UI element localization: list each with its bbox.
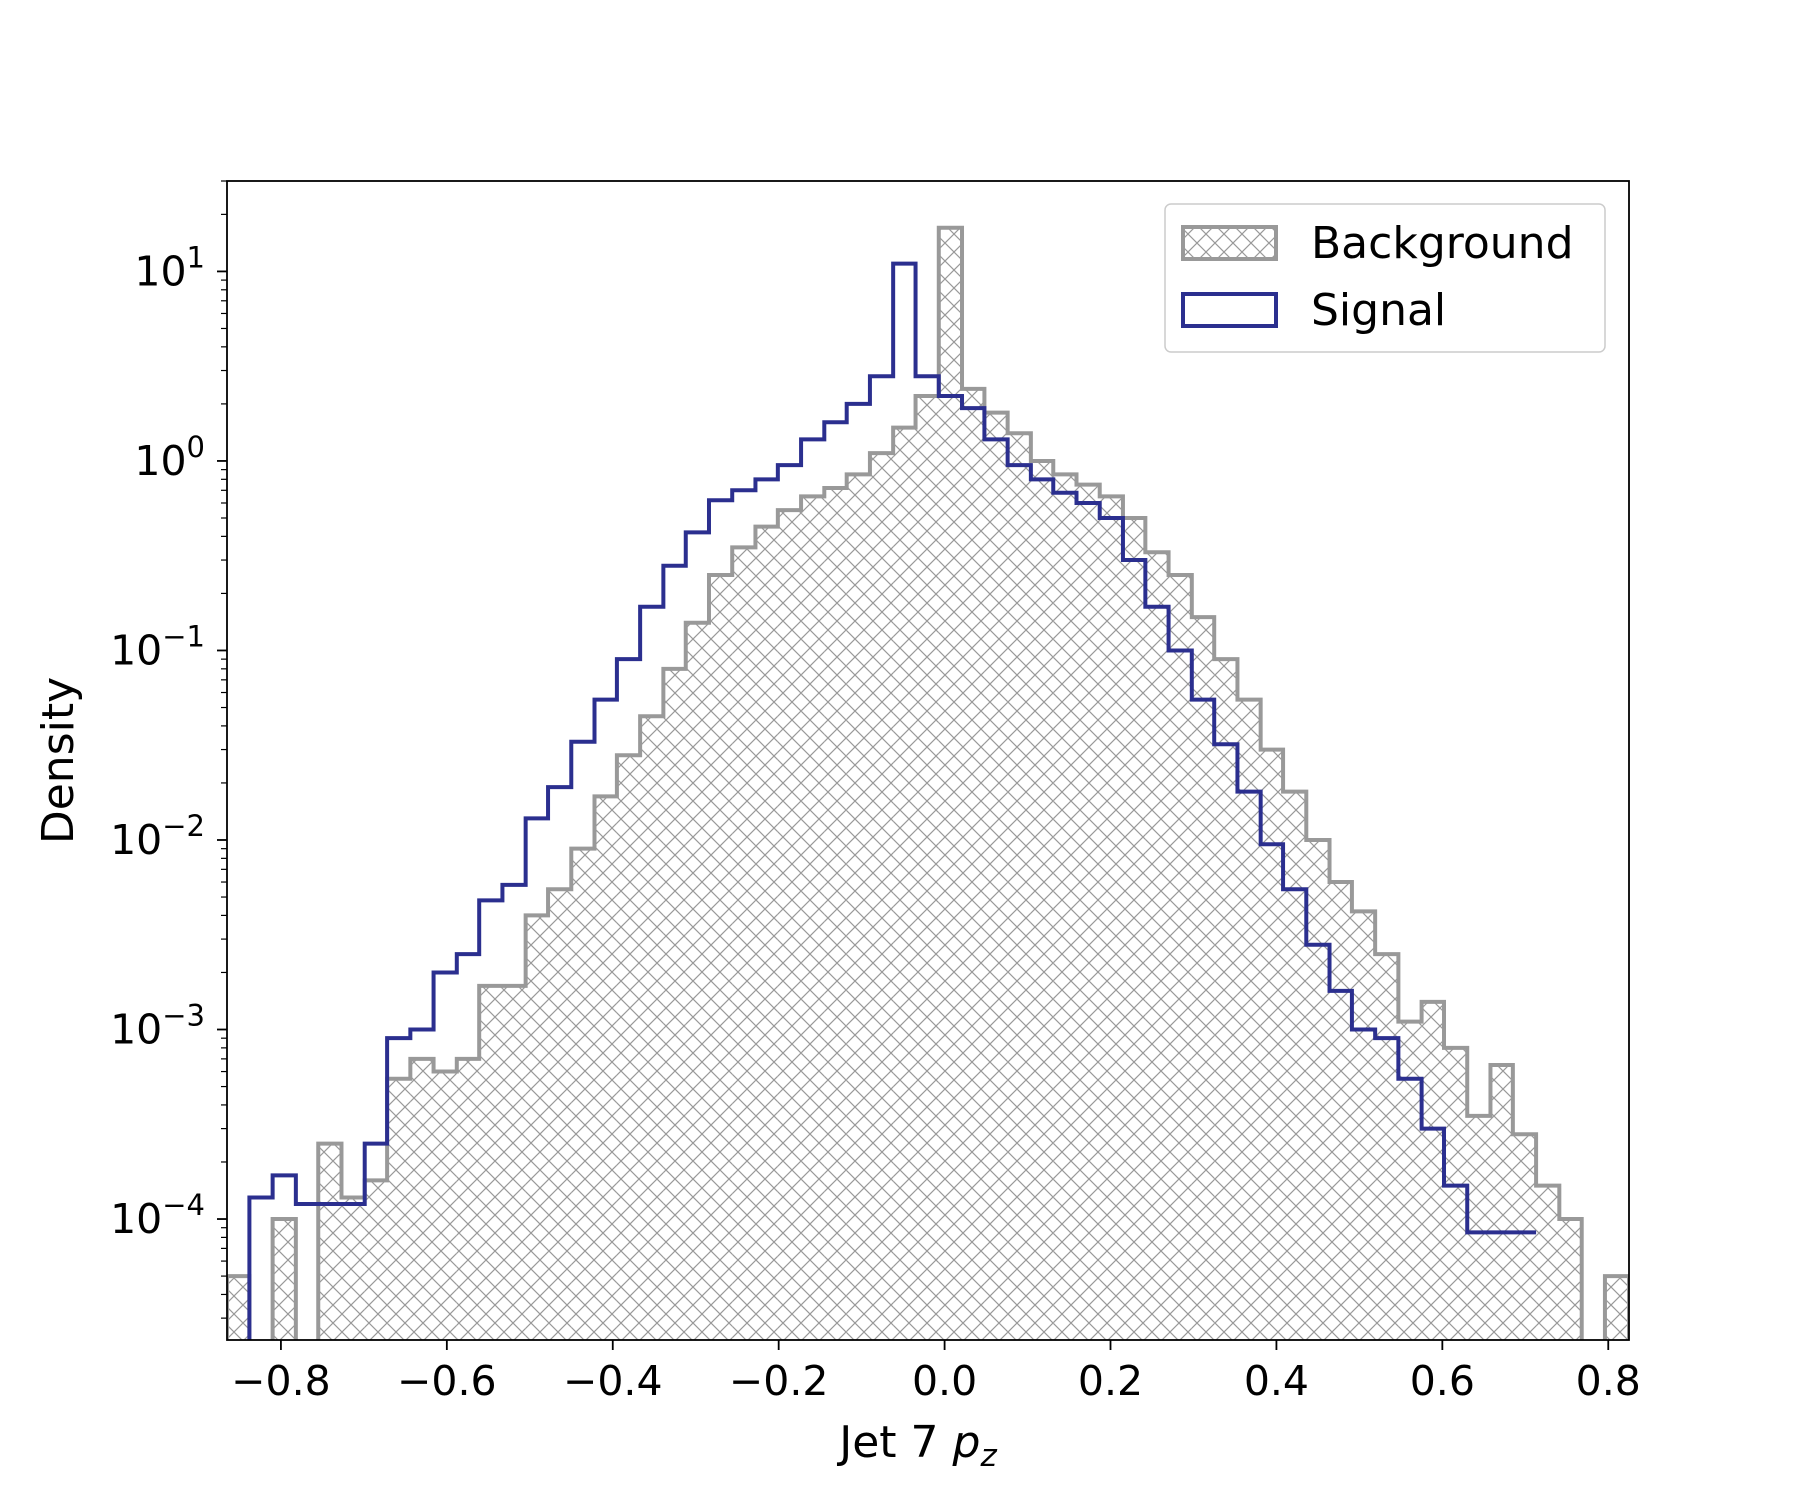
- background-bar: [640, 716, 664, 1340]
- background-bar: [1421, 1001, 1445, 1340]
- background-bar: [1283, 791, 1307, 1340]
- background-bar: [410, 1058, 434, 1340]
- background-bar: [1559, 1219, 1582, 1340]
- x-tick-label: 0.6: [1410, 1357, 1475, 1405]
- background-bar: [1604, 1276, 1629, 1340]
- background-bar: [893, 427, 916, 1340]
- legend-swatch-signal: [1181, 292, 1278, 328]
- background-bar: [1214, 659, 1238, 1340]
- background-bar: [525, 915, 549, 1340]
- x-tick-label: 0.8: [1576, 1357, 1641, 1405]
- background-bar: [548, 889, 572, 1340]
- background-bar: [571, 848, 595, 1340]
- plot-frame: [226, 180, 1630, 1341]
- x-tick-label: 0.4: [1244, 1357, 1309, 1405]
- x-tick-label: −0.4: [563, 1357, 663, 1405]
- background-bar: [1351, 911, 1376, 1340]
- y-tick-label: 10−4: [110, 1188, 205, 1243]
- y-tick-label: 10−3: [110, 999, 205, 1054]
- background-bar: [1260, 749, 1284, 1340]
- x-axis-label: Jet 7 pz: [836, 1417, 997, 1474]
- background-bar: [479, 985, 503, 1340]
- background-bar: [846, 474, 870, 1340]
- background-bar: [777, 510, 802, 1340]
- y-axis: 101 100 10−1 10−2 10−3 10−4: [110, 180, 227, 1319]
- x-axis: −0.8 −0.6 −0.4 −0.2 0.0 0.2 0.4 0.6 0.8: [231, 1340, 1641, 1405]
- background-bar: [594, 796, 617, 1340]
- background-bar: [341, 1197, 365, 1340]
- background-bar: [1398, 1021, 1422, 1340]
- background-bar: [456, 1058, 480, 1340]
- background-bar: [915, 396, 939, 1340]
- background-bar: [1467, 1115, 1491, 1340]
- x-tick-label: −0.8: [231, 1357, 331, 1405]
- background-bar: [938, 227, 963, 1340]
- y-tick-label: 10−1: [110, 619, 205, 674]
- x-tick-label: 0.0: [912, 1357, 977, 1405]
- background-bar: [616, 755, 641, 1340]
- background-bar: [1168, 575, 1192, 1340]
- background-histogram: [227, 225, 1629, 1340]
- background-bar: [1375, 954, 1399, 1340]
- y-tick-label: 10−2: [110, 809, 205, 864]
- legend-label-background: Background: [1311, 218, 1574, 269]
- y-axis-label: Density: [33, 677, 84, 844]
- background-bar: [1053, 474, 1077, 1340]
- background-bar: [962, 388, 985, 1340]
- y-tick-label: 100: [134, 430, 205, 485]
- background-bar: [685, 622, 709, 1340]
- background-bar: [272, 1219, 296, 1340]
- background-bar: [318, 1143, 342, 1340]
- background-bar: [984, 412, 1008, 1340]
- background-bar: [1122, 517, 1146, 1340]
- background-bar: [708, 575, 733, 1340]
- background-bar: [227, 1276, 250, 1340]
- background-bar: [1099, 496, 1123, 1340]
- background-bar: [1145, 552, 1169, 1340]
- background-bar: [801, 496, 825, 1340]
- background-bar: [387, 1078, 411, 1340]
- legend-swatch-background: [1181, 225, 1278, 261]
- background-bar: [1007, 433, 1031, 1340]
- signal-step-line: [247, 261, 1537, 1340]
- background-bar: [755, 526, 778, 1340]
- signal-histogram: [247, 261, 1537, 1340]
- background-bar: [1191, 617, 1215, 1340]
- background-bar: [1512, 1134, 1537, 1340]
- x-tick-label: 0.2: [1078, 1357, 1143, 1405]
- background-bar: [1329, 882, 1352, 1340]
- background-bar: [1306, 839, 1330, 1340]
- legend-label-signal: Signal: [1311, 285, 1446, 336]
- y-tick-label: 101: [134, 240, 205, 295]
- background-bar: [1237, 699, 1261, 1340]
- background-bar: [732, 547, 756, 1340]
- x-tick-label: −0.2: [729, 1357, 829, 1405]
- background-bar: [1444, 1047, 1468, 1340]
- background-bar: [1490, 1064, 1513, 1340]
- background-bar: [364, 1180, 388, 1340]
- background-bar: [824, 487, 847, 1340]
- background-bar: [1076, 484, 1100, 1340]
- background-bar: [433, 1071, 457, 1340]
- background-bar: [663, 668, 686, 1340]
- background-bar: [1536, 1185, 1560, 1340]
- background-bar: [502, 985, 526, 1340]
- background-bar: [869, 453, 894, 1340]
- background-bar: [1030, 460, 1054, 1340]
- legend: Background Signal: [1164, 203, 1606, 353]
- x-tick-label: −0.6: [397, 1357, 497, 1405]
